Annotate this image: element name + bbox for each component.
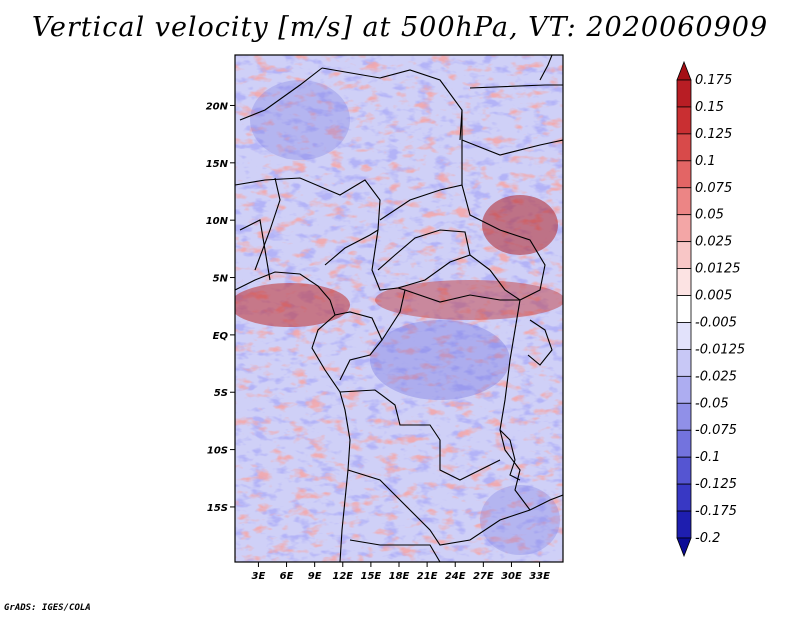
lon-label: 6E <box>280 571 294 582</box>
vertical-velocity-field <box>235 55 563 562</box>
convective-cell-ethiopia <box>482 195 558 255</box>
colorbar-label: -0.0125 <box>695 342 745 357</box>
lon-label: 24E <box>445 571 466 582</box>
colorbar-label: 0.125 <box>695 127 732 142</box>
lon-label: 21E <box>417 571 438 582</box>
lon-label: 12E <box>332 571 353 582</box>
map-axes: 20N 15N 10N 5N EQ 5S 10S 15S 3E 6E 9E 12E 15E 18E 21E 2… <box>206 101 550 582</box>
lat-label: 5N <box>213 274 229 285</box>
colorbar-swatch <box>676 483 692 512</box>
convective-band-west <box>235 283 350 327</box>
subsidence-area-north <box>250 80 350 160</box>
colorbar-arrow-top <box>676 60 692 81</box>
colorbar-label: 0.05 <box>695 208 724 223</box>
lake-tanganyika <box>499 429 521 481</box>
colorbar-arrow-bottom <box>676 537 692 558</box>
border-nigeria-west <box>254 177 281 271</box>
colorbar-label: -0.125 <box>695 477 737 492</box>
colorbar-swatch <box>676 510 692 539</box>
lon-label: 9E <box>308 571 322 582</box>
border-benin-nigeria <box>239 219 271 281</box>
lake-victoria <box>527 319 553 366</box>
border-congo-drc <box>381 287 406 341</box>
subsidence-area-central <box>370 320 510 400</box>
border-red-sea <box>539 55 553 81</box>
colorbar-label: -0.175 <box>695 504 737 519</box>
border-sudan-ssudan <box>461 184 546 301</box>
colorbar-label: -0.05 <box>695 396 729 411</box>
coastline-atlantic <box>235 271 351 562</box>
lat-label: 5S <box>214 388 228 399</box>
colorbar-label: 0.005 <box>695 289 732 304</box>
border-niger-nigeria <box>235 177 381 231</box>
lat-label: 15S <box>207 503 228 514</box>
lat-label: 20N <box>206 101 229 112</box>
colorbar-label: 0.175 <box>695 73 732 88</box>
lat-label: 10S <box>207 446 228 457</box>
colorbar-label: -0.005 <box>695 315 737 330</box>
lat-label: EQ <box>213 331 229 342</box>
colorbar-swatch <box>676 268 692 296</box>
border-car-chad <box>377 229 471 271</box>
colorbar-swatch <box>676 160 692 189</box>
colorbar-swatch <box>676 375 692 404</box>
border-egypt-libya <box>469 84 563 89</box>
colorbar-label: 0.1 <box>695 154 716 169</box>
colorbar-swatch <box>676 456 692 485</box>
lon-label: 33E <box>529 571 550 582</box>
colorbar-swatch <box>676 429 692 458</box>
border-namibia-north <box>349 539 441 562</box>
colorbar-swatch <box>676 295 692 323</box>
credit-text: GrADS: IGES/COLA <box>4 603 91 613</box>
lat-label: 15N <box>206 159 229 170</box>
colorbar-label: -0.1 <box>695 450 720 465</box>
colorbar-label: -0.2 <box>695 531 720 546</box>
convective-band-east <box>375 280 563 320</box>
colorbar-swatch <box>676 241 692 269</box>
colorbar-label: 0.15 <box>695 100 724 115</box>
country-borders <box>235 55 563 562</box>
colorbar-swatch <box>676 349 692 377</box>
lon-label: 18E <box>389 571 410 582</box>
colorbar-swatch <box>676 106 692 135</box>
colorbar-swatch <box>676 79 692 108</box>
colorbar-label: 0.075 <box>695 181 732 196</box>
border-angola-zambia <box>347 469 563 546</box>
border-algeria-niger <box>239 67 323 121</box>
lat-label: 10N <box>206 216 229 227</box>
colorbar-label: 0.0125 <box>695 262 741 277</box>
border-chad-sudan <box>379 110 463 221</box>
colorbar-swatch <box>676 214 692 243</box>
border-angola-drc <box>339 389 501 481</box>
subsidence-area-south <box>480 485 560 555</box>
colorbar-label: 0.025 <box>695 235 732 250</box>
lon-label: 27E <box>473 571 494 582</box>
colorbar-label: -0.025 <box>695 369 737 384</box>
colorbar-swatch <box>676 402 692 431</box>
colorbar-label: -0.075 <box>695 423 737 438</box>
colorbar-swatch <box>676 133 692 162</box>
border-drc-north <box>404 289 520 303</box>
border-egypt-sudan <box>461 139 563 156</box>
lon-label: 15E <box>361 571 382 582</box>
colorbar-swatch <box>676 187 692 216</box>
border-cameroon-car <box>324 228 491 291</box>
colorbar: 0.175 0.15 0.125 0.1 0.075 0.05 0.025 0.0125 0.0… <box>676 60 745 558</box>
lon-label: 30E <box>501 571 522 582</box>
colorbar-swatch <box>676 322 692 350</box>
map-title: Vertical velocity [m/s] at 500hPa, VT: 2… <box>31 12 769 43</box>
lon-label: 3E <box>252 571 266 582</box>
